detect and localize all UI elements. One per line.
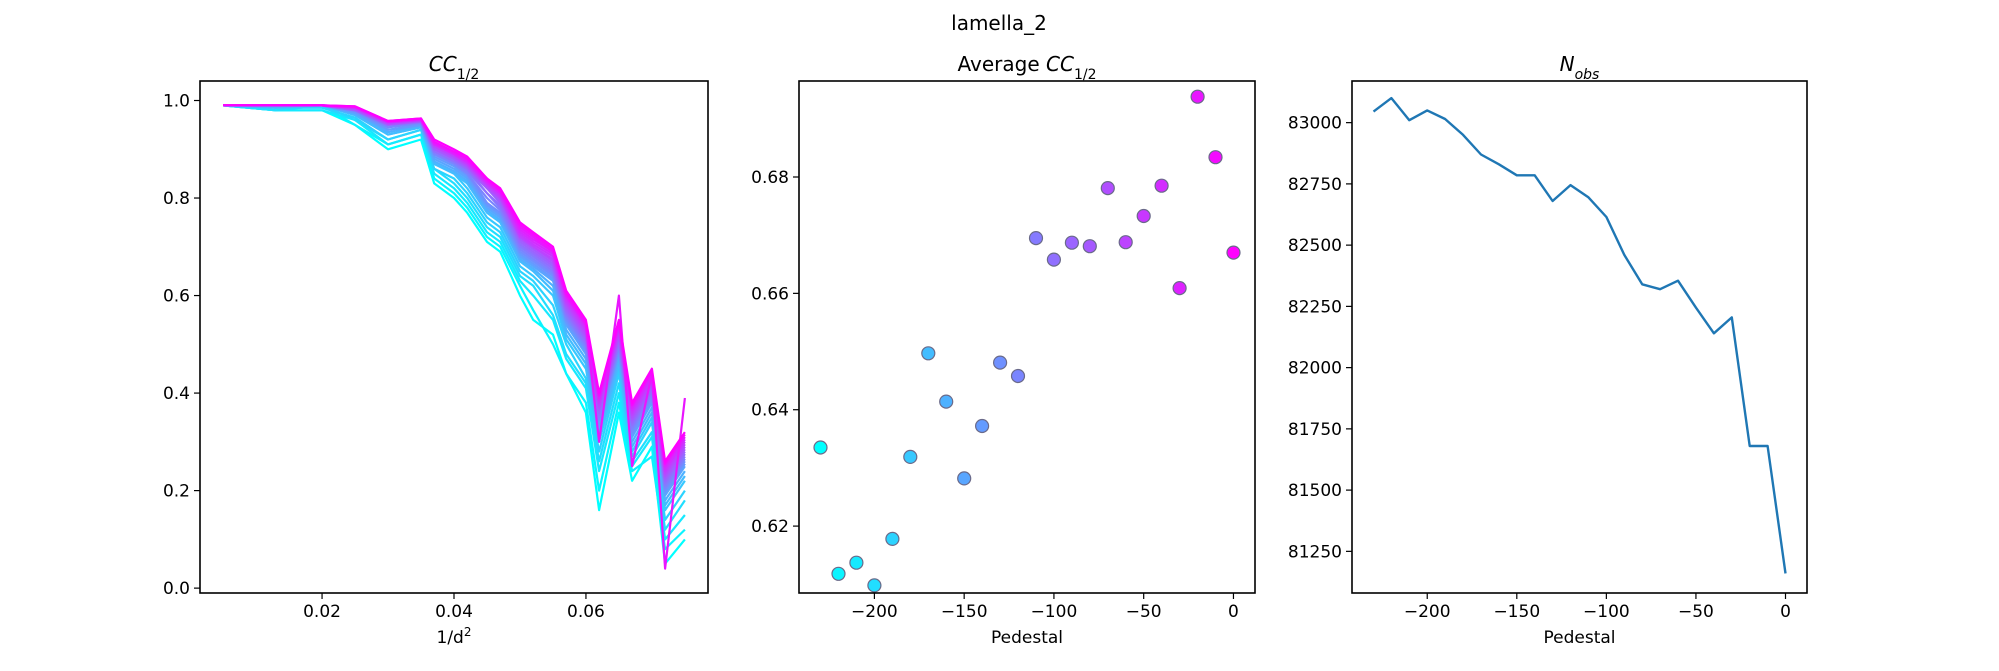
cc-half-x-tick-label: 0.04: [435, 602, 473, 622]
nobs-x-tick-label: −50: [1678, 602, 1714, 622]
average-cc-half-point: [1046, 252, 1062, 267]
nobs-axes-frame: [1351, 80, 1808, 594]
average-cc-half-point: [1028, 231, 1044, 246]
average-cc-half-point: [1154, 178, 1169, 193]
cc-half-y-tick-label: 0.4: [163, 384, 190, 404]
average-cc-half-point: [1082, 239, 1097, 254]
cc-half-title-base: CC: [429, 52, 457, 76]
average-cc-half-x-tick-label: −150: [941, 602, 988, 622]
nobs-y-tick-label: 83000: [1288, 114, 1342, 134]
average-cc-half-title-base: CC: [1046, 52, 1074, 76]
nobs-x-axis-label: Pedestal: [1543, 628, 1615, 648]
cc-half-x-axis-label-superscript: 2: [464, 625, 472, 639]
average-cc-half-data: [813, 89, 1241, 593]
cc-half-x-axis-label-base: 1/d: [437, 628, 464, 648]
nobs-x-tick-label: 0: [1780, 602, 1791, 622]
average-cc-half-point: [992, 355, 1008, 370]
cc-half-series-line: [222, 104, 686, 541]
cc-half-series-line: [222, 104, 686, 565]
average-cc-half-point: [1136, 208, 1151, 224]
average-cc-half-point: [885, 531, 900, 547]
average-cc-half-point: [1010, 368, 1026, 384]
nobs-chart: Nobs −200 −150 −100 −50 0 81250 81500 81750 82000…: [1288, 52, 1808, 648]
nobs-y-tick-label: 81500: [1288, 481, 1342, 501]
nobs-data: [1372, 96, 1787, 574]
nobs-title-subscript: obs: [1575, 67, 1600, 83]
nobs-line: [1372, 96, 1787, 574]
average-cc-half-point: [921, 346, 936, 361]
average-cc-half-point: [831, 566, 846, 581]
nobs-y-tick-label: 81250: [1288, 542, 1342, 562]
average-cc-half-y-tick-label: 0.68: [751, 168, 789, 188]
nobs-y-tick-label: 81750: [1288, 420, 1342, 440]
nobs-title: Nobs: [1560, 52, 1600, 83]
average-cc-half-point: [1100, 181, 1115, 196]
average-cc-half-y-tick-label: 0.66: [751, 284, 789, 304]
average-cc-half-point: [1226, 245, 1241, 260]
cc-half-title: CC1/2: [429, 52, 479, 83]
cc-half-y-tick-label: 0.0: [163, 579, 190, 599]
average-cc-half-point: [957, 471, 972, 486]
average-cc-half-point: [1190, 89, 1205, 104]
average-cc-half-y-tick-label: 0.62: [751, 517, 789, 537]
average-cc-half-point: [974, 418, 990, 434]
average-cc-half-point: [813, 440, 828, 455]
nobs-x-tick-label: −200: [1404, 602, 1451, 622]
average-cc-half-point: [1172, 281, 1187, 296]
cc-half-x-tick-label: 0.06: [567, 602, 605, 622]
cc-half-x-tick-label: 0.02: [303, 602, 341, 622]
nobs-x-tick-label: −150: [1493, 602, 1540, 622]
cc-half-series-line: [223, 104, 686, 463]
average-cc-half-x-tick-label: −200: [851, 602, 898, 622]
cc-half-y-tick-label: 1.0: [163, 92, 190, 112]
average-cc-half-point: [903, 449, 918, 464]
nobs-x-tick-label: −100: [1583, 602, 1630, 622]
average-cc-half-point: [849, 555, 864, 570]
average-cc-half-point: [867, 578, 882, 593]
average-cc-half-axes-frame: [798, 80, 1256, 594]
cc-half-title-subscript: 1/2: [457, 67, 480, 83]
average-cc-half-y-tick-label: 0.64: [751, 401, 789, 421]
nobs-y-tick-label: 82250: [1288, 297, 1342, 317]
average-cc-half-title-prefix: Average: [958, 52, 1047, 76]
figure-suptitle: lamella_2: [951, 11, 1047, 35]
average-cc-half-point: [1208, 150, 1223, 165]
nobs-y-tick-label: 82500: [1288, 236, 1342, 256]
average-cc-half-point: [939, 394, 954, 409]
average-cc-half-point: [1064, 235, 1080, 250]
cc-half-data: [222, 104, 686, 570]
average-cc-half-x-tick-label: 0: [1228, 602, 1239, 622]
average-cc-half-x-axis-label: Pedestal: [991, 628, 1063, 648]
cc-half-x-axis-label: 1/d2: [437, 625, 472, 648]
cc-half-series-line: [222, 104, 686, 551]
average-cc-half-chart: Average CC1/2 −200 −150 −100 −50 0 0.62 0.64 0.6…: [751, 52, 1256, 648]
average-cc-half-point: [1118, 235, 1133, 250]
average-cc-half-x-tick-label: −50: [1126, 602, 1162, 622]
average-cc-half-x-tick-label: −100: [1031, 602, 1078, 622]
nobs-y-tick-label: 82000: [1288, 359, 1342, 379]
nobs-title-base: N: [1560, 52, 1575, 76]
nobs-y-tick-label: 82750: [1288, 175, 1342, 195]
cc-half-y-tick-label: 0.6: [163, 287, 190, 307]
cc-half-y-tick-label: 0.8: [163, 189, 190, 209]
cc-half-chart: CC1/2 0.02 0.04 0.06 0.0 0.2 0.4 0.6 0.8 1.0 1/d2: [163, 52, 709, 648]
average-cc-half-title: Average CC1/2: [958, 52, 1097, 83]
average-cc-half-title-subscript: 1/2: [1074, 67, 1097, 83]
cc-half-y-tick-label: 0.2: [163, 482, 190, 502]
